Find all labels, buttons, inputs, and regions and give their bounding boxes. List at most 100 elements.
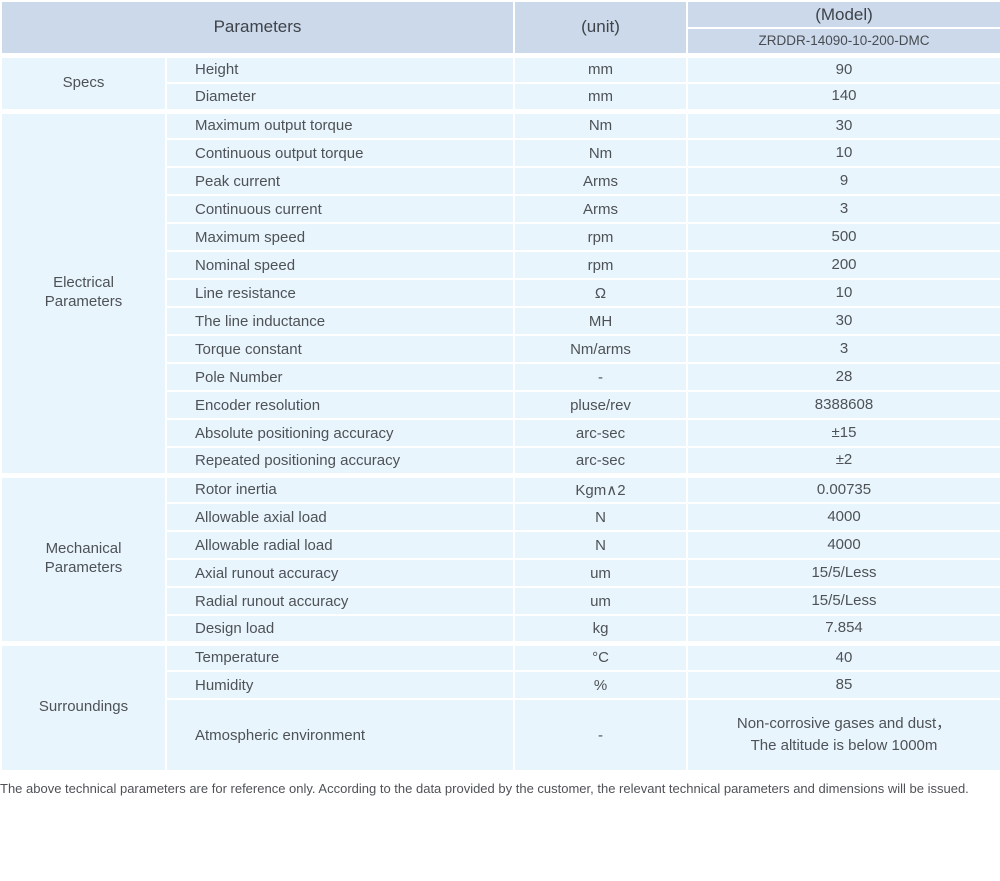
value-cell: 7.854 (686, 614, 1000, 644)
unit-cell: arc-sec (513, 418, 688, 448)
table-row: Peak current Arms 9 (1, 166, 1000, 196)
unit-cell: Nm/arms (513, 334, 688, 364)
unit-cell: rpm (513, 222, 688, 252)
category-cell: Electrical Parameters (0, 108, 167, 476)
param-name-cell: Nominal speed (165, 250, 515, 280)
parameters-table: Parameters (unit) (Model) ZRDDR-14090-10… (0, 0, 1000, 772)
footnote: The above technical parameters are for r… (0, 781, 969, 796)
value-cell: 0.00735 (686, 472, 1000, 504)
unit-cell: MH (513, 306, 688, 336)
param-name-cell: Allowable axial load (165, 502, 515, 532)
table-row: Nominal speed rpm 200 (1, 250, 1000, 280)
category-cell: Surroundings (0, 640, 167, 772)
unit-cell: °C (513, 640, 688, 672)
unit-cell: Arms (513, 166, 688, 196)
category-label: Specs (62, 73, 105, 91)
table-row: Continuous output torque Nm 10 (1, 138, 1000, 168)
unit-cell: Nm (513, 138, 688, 168)
value-cell: 10 (686, 278, 1000, 308)
value-cell: 15/5/Less (686, 558, 1000, 588)
unit-cell: - (513, 698, 688, 772)
value-cell: 4000 (686, 502, 1000, 532)
unit-cell: Ω (513, 278, 688, 308)
table-row: Encoder resolution pluse/rev 8388608 (1, 390, 1000, 420)
value-cell: 200 (686, 250, 1000, 280)
unit-cell: kg (513, 614, 688, 644)
value-cell: ±2 (686, 446, 1000, 476)
param-name-cell: Absolute positioning accuracy (165, 418, 515, 448)
table-row: Repeated positioning accuracy arc-sec ±2 (1, 446, 1000, 476)
table-row: Specs Height mm 90 (0, 52, 1000, 112)
unit-cell: arc-sec (513, 446, 688, 476)
table-row: Torque constant Nm/arms 3 (1, 334, 1000, 364)
unit-cell: mm (513, 82, 688, 112)
value-cell: 4000 (686, 530, 1000, 560)
table-row: Pole Number -28 (1, 362, 1000, 392)
table-row: Axial runout accuracy um 15/5/Less (1, 558, 1000, 588)
category-label: Mechanical Parameters (44, 540, 123, 576)
header-row-2: ZRDDR-14090-10-200-DMC (1, 27, 1000, 56)
table-row: Electrical Parameters Maximum output torq… (0, 108, 1000, 476)
category-cell: Mechanical Parameters (0, 472, 167, 644)
value-cell: 10 (686, 138, 1000, 168)
table-row: Atmospheric environment - Non-corrosive ga… (1, 698, 1000, 772)
table-row: Continuous current Arms 3 (1, 194, 1000, 224)
table-row: Mechanical Parameters Rotor inertia Kgm∧2 0… (0, 472, 1000, 644)
param-name-cell: The line inductance (165, 306, 515, 336)
value-cell: 3 (686, 334, 1000, 364)
unit-cell: Kgm∧2 (513, 472, 688, 504)
spec-sheet: Parameters (unit) (Model) ZRDDR-14090-10… (0, 0, 1000, 796)
unit-cell: pluse/rev (513, 390, 688, 420)
value-cell: 85 (686, 670, 1000, 700)
value-cell: 9 (686, 166, 1000, 196)
param-name-cell: Maximum output torque (165, 108, 515, 140)
value-cell: 140 (686, 82, 1000, 112)
table-row: Design load kg 7.854 (1, 614, 1000, 644)
header-parameters: Parameters (0, 0, 515, 56)
unit-cell: % (513, 670, 688, 700)
param-name-cell: Peak current (165, 166, 515, 196)
table-row: Allowable axial load N 4000 (1, 502, 1000, 532)
param-name-cell: Humidity (165, 670, 515, 700)
unit-cell: um (513, 558, 688, 588)
param-name-cell: Height (165, 52, 515, 84)
value-cell: 30 (686, 108, 1000, 140)
unit-cell: Arms (513, 194, 688, 224)
unit-cell: um (513, 586, 688, 616)
table-row: Humidity% 85 (1, 670, 1000, 700)
value-cell: 8388608 (686, 390, 1000, 420)
header-model: (Model) (686, 0, 1000, 29)
table-row: Diameter mm 140 (1, 82, 1000, 112)
category-label: Surroundings (38, 698, 129, 716)
category-label: Electrical Parameters (44, 274, 123, 310)
table-row: The line inductance MH 30 (1, 306, 1000, 336)
value-cell: 40 (686, 640, 1000, 672)
header-row-1: Parameters (unit) (Model) (0, 0, 1000, 56)
value-cell: 28 (686, 362, 1000, 392)
param-name-cell: Radial runout accuracy (165, 586, 515, 616)
param-name-cell: Temperature (165, 640, 515, 672)
param-name-cell: Torque constant (165, 334, 515, 364)
param-name-cell: Encoder resolution (165, 390, 515, 420)
value-cell: 500 (686, 222, 1000, 252)
unit-cell: mm (513, 52, 688, 84)
unit-cell: - (513, 362, 688, 392)
header-model-value: ZRDDR-14090-10-200-DMC (686, 27, 1000, 56)
param-name-cell: Line resistance (165, 278, 515, 308)
param-name-cell: Continuous output torque (165, 138, 515, 168)
table-row: Maximum speed rpm 500 (1, 222, 1000, 252)
param-name-cell: Diameter (165, 82, 515, 112)
table-header: Parameters (unit) (Model) ZRDDR-14090-10… (0, 0, 1000, 56)
table-row: Surroundings Temperature °C 40 (0, 640, 1000, 772)
unit-cell: N (513, 502, 688, 532)
header-unit: (unit) (513, 0, 688, 56)
param-name-cell: Rotor inertia (165, 472, 515, 504)
category-cell: Specs (0, 52, 167, 112)
param-name-cell: Repeated positioning accuracy (165, 446, 515, 476)
table-row: Line resistance Ω 10 (1, 278, 1000, 308)
table-row: Absolute positioning accuracy arc-sec ±15 (1, 418, 1000, 448)
table-row: Allowable radial load N 4000 (1, 530, 1000, 560)
param-name-cell: Pole Number (165, 362, 515, 392)
unit-cell: N (513, 530, 688, 560)
param-name-cell: Allowable radial load (165, 530, 515, 560)
